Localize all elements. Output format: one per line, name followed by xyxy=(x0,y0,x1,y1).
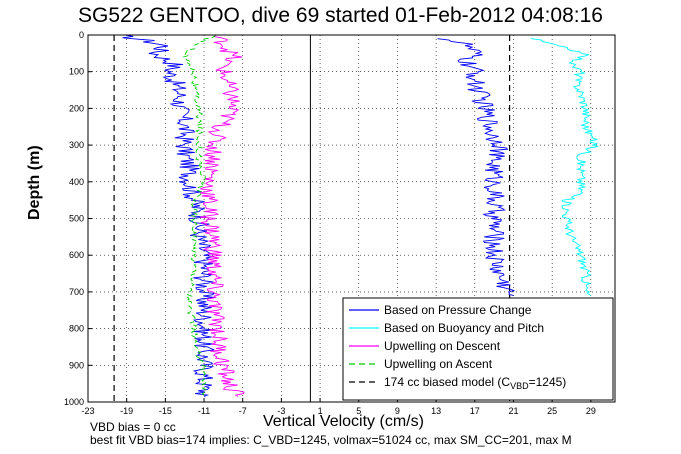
legend-model-suffix: =1245) xyxy=(529,375,567,389)
x-tick-label: -23 xyxy=(81,406,94,416)
y-tick-label: 100 xyxy=(69,67,84,77)
x-tick-label: -3 xyxy=(277,406,285,416)
legend-model-sub: VBD xyxy=(510,381,529,391)
x-tick-label: -19 xyxy=(120,406,133,416)
legend-label: Based on Buoyancy and Pitch xyxy=(384,321,544,335)
x-tick-label: 29 xyxy=(586,406,596,416)
y-tick-label: 500 xyxy=(69,214,84,224)
y-tick-label: 400 xyxy=(69,177,84,187)
series-line xyxy=(182,34,216,397)
legend-box xyxy=(342,297,614,401)
x-tick-label: 21 xyxy=(508,406,518,416)
y-tick-label: 700 xyxy=(69,287,84,297)
x-tick-label: 1 xyxy=(318,406,323,416)
x-tick-label: 9 xyxy=(395,406,400,416)
y-tick-label: 900 xyxy=(69,360,84,370)
x-tick-label: -7 xyxy=(239,406,247,416)
y-tick-label: 600 xyxy=(69,250,84,260)
legend-label: Upwelling on Descent xyxy=(384,339,501,353)
series-line xyxy=(122,34,216,397)
series-line xyxy=(531,38,599,296)
best-fit-note: best fit VBD bias=174 implies: C_VBD=124… xyxy=(90,433,572,447)
legend-model-prefix: 174 cc biased model (C xyxy=(384,375,510,389)
chart-title: SG522 GENTOO, dive 69 started 01-Feb-201… xyxy=(78,4,603,27)
x-axis-label: Vertical Velocity (cm/s) xyxy=(263,413,424,430)
x-tick-label: -15 xyxy=(159,406,172,416)
x-tick-label: 25 xyxy=(547,406,557,416)
x-tick-label: 13 xyxy=(431,406,441,416)
legend-label: Upwelling on Ascent xyxy=(384,357,493,371)
x-tick-label: 17 xyxy=(470,406,480,416)
x-tick-label: 5 xyxy=(356,406,361,416)
y-tick-label: 0 xyxy=(79,30,84,40)
y-tick-label: 300 xyxy=(69,140,84,150)
y-tick-label: 1000 xyxy=(64,397,84,407)
legend-label: Based on Pressure Change xyxy=(384,303,532,317)
series-line xyxy=(437,38,515,297)
legend: Based on Pressure Change Based on Buoyanc… xyxy=(342,297,614,401)
x-tick-label: -11 xyxy=(198,406,210,416)
series-line xyxy=(199,34,245,397)
y-tick-label: 200 xyxy=(69,103,84,113)
vbd-bias-note: VBD bias = 0 cc xyxy=(90,420,176,434)
legend-label-biased-model: 174 cc biased model (CVBD=1245) xyxy=(384,375,566,391)
plot-frame xyxy=(87,34,616,403)
y-tick-label: 800 xyxy=(69,324,84,334)
